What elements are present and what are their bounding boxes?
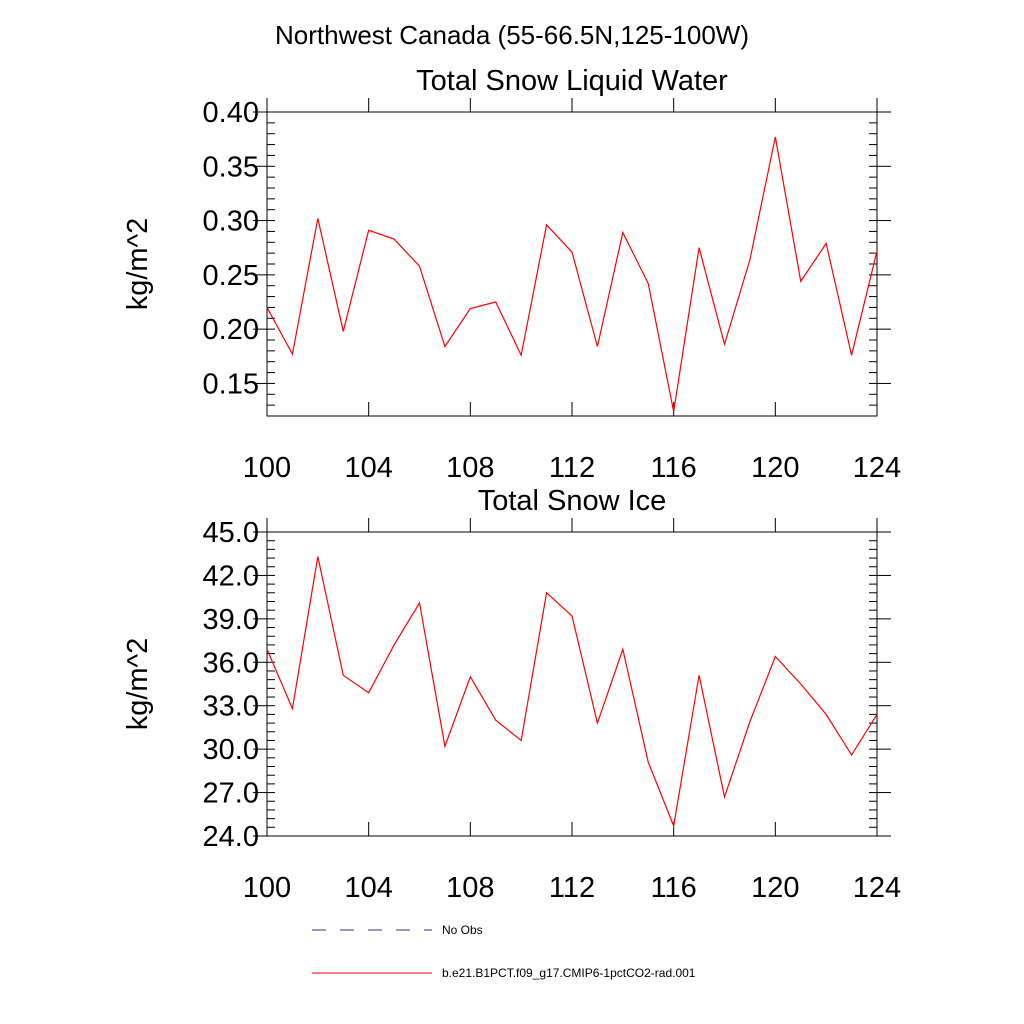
- y-tick-label: 0.40: [203, 97, 259, 129]
- y-axis-label: kg/m^2: [122, 638, 154, 731]
- legend-label-model-run: b.e21.B1PCT.f09_g17.CMIP6-1pctCO2-rad.00…: [442, 966, 696, 980]
- x-tick-label: 112: [549, 872, 595, 904]
- y-tick-label: 24.0: [203, 821, 259, 853]
- x-tick-label: 120: [751, 872, 799, 904]
- y-tick-label: 42.0: [203, 560, 259, 592]
- x-tick-label: 116: [651, 872, 697, 904]
- series-line: [266, 556, 878, 829]
- y-tick-label: 30.0: [203, 734, 259, 766]
- plot-frame: [266, 531, 878, 837]
- y-tick-label: 39.0: [203, 604, 259, 636]
- x-tick-label: 112: [549, 452, 595, 484]
- y-tick-label: 27.0: [203, 778, 259, 810]
- x-tick-label: 100: [243, 872, 291, 904]
- y-tick-label: 0.30: [203, 206, 259, 238]
- y-axis-label: kg/m^2: [122, 218, 154, 311]
- figure-suptitle: Northwest Canada (55-66.5N,125-100W): [275, 20, 749, 50]
- y-tick-label: 33.0: [203, 691, 259, 723]
- x-tick-label: 124: [853, 872, 901, 904]
- x-tick-label: 104: [344, 872, 392, 904]
- legend-label-no-obs: No Obs: [442, 923, 483, 937]
- x-tick-label: 104: [344, 452, 392, 484]
- x-tick-label: 120: [751, 452, 799, 484]
- plot-total-snow-ice: Total Snow Ice kg/m^2 100 104 108 112 116 120 12…: [122, 485, 901, 904]
- y-tick-label: 45.0: [203, 517, 259, 549]
- y-tick-label: 0.20: [203, 314, 259, 346]
- plot-frame: [266, 111, 878, 417]
- x-tick-label: 124: [853, 452, 901, 484]
- x-tick-label: 108: [446, 872, 494, 904]
- y-tick-label: 36.0: [203, 647, 259, 679]
- plot-title: Total Snow Ice: [478, 485, 667, 517]
- legend-item-model-run: b.e21.B1PCT.f09_g17.CMIP6-1pctCO2-rad.00…: [312, 966, 696, 980]
- x-tick-label: 108: [446, 452, 494, 484]
- x-tick-label: 116: [651, 452, 697, 484]
- y-tick-label: 0.25: [203, 260, 259, 292]
- plot-total-snow-liquid-water: Total Snow Liquid Water kg/m^2 100 104 108 11…: [122, 65, 901, 484]
- x-tick-label: 100: [243, 452, 291, 484]
- legend-item-no-obs: No Obs: [312, 923, 483, 937]
- y-tick-label: 0.15: [203, 368, 259, 400]
- plot-title: Total Snow Liquid Water: [416, 65, 728, 97]
- y-tick-label: 0.35: [203, 151, 259, 183]
- legend: No Obs b.e21.B1PCT.f09_g17.CMIP6-1pctCO2…: [312, 923, 696, 980]
- series-line: [266, 136, 878, 412]
